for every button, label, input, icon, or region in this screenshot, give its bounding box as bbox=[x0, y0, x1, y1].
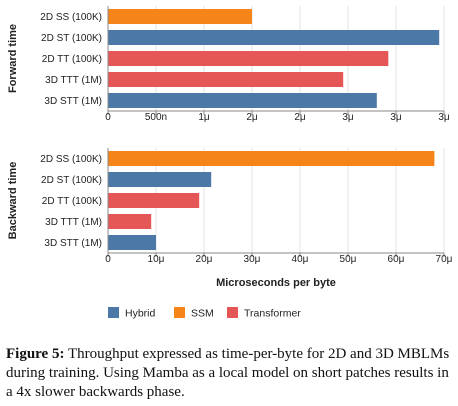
category-label: 2D ST (100K) bbox=[41, 33, 102, 44]
legend-label: Transformer bbox=[244, 308, 301, 320]
x-tick-label: 40μ bbox=[292, 254, 309, 265]
bar bbox=[108, 72, 344, 87]
bar bbox=[108, 51, 389, 66]
x-tick-label: 3μ bbox=[342, 112, 354, 123]
bar bbox=[108, 93, 377, 108]
category-label: 2D TT (100K) bbox=[42, 196, 102, 207]
legend-label: Hybrid bbox=[125, 308, 156, 320]
category-label: 3D STT (1M) bbox=[44, 238, 102, 249]
bar bbox=[108, 214, 152, 229]
legend-swatch bbox=[174, 307, 185, 318]
category-label: 3D TTT (1M) bbox=[45, 75, 102, 86]
figure-caption: Figure 5: Throughput expressed as time-p… bbox=[6, 345, 452, 402]
x-tick-label: 30μ bbox=[244, 254, 261, 265]
y-axis-title: Backward time bbox=[7, 162, 19, 240]
legend-label: SSM bbox=[191, 308, 214, 320]
x-tick-label: 60μ bbox=[388, 254, 405, 265]
bar bbox=[108, 172, 212, 187]
category-label: 3D STT (1M) bbox=[44, 96, 102, 107]
throughput-figure: 0 500n 1μ 2μ 2μ 3μ 3μ 3μ 2D SS (100K) 2D ST (100K… bbox=[7, 6, 453, 320]
caption-text: Throughput expressed as time-per-byte fo… bbox=[6, 346, 450, 400]
x-tick-label: 3μ bbox=[438, 112, 450, 123]
bar bbox=[108, 151, 435, 166]
x-tick-label: 70μ bbox=[436, 254, 453, 265]
category-label: 3D TTT (1M) bbox=[45, 217, 102, 228]
x-tick-label: 1μ bbox=[198, 112, 210, 123]
caption-label: Figure 5: bbox=[6, 346, 65, 362]
x-tick-label: 0 bbox=[105, 254, 111, 265]
x-tick-label: 50μ bbox=[340, 254, 357, 265]
x-tick-label: 2μ bbox=[294, 112, 306, 123]
chart-legend: Hybrid SSM Transformer bbox=[108, 307, 301, 320]
x-axis-title: Microseconds per byte bbox=[216, 277, 336, 289]
category-label: 2D ST (100K) bbox=[41, 175, 102, 186]
x-tick-label: 500n bbox=[145, 112, 167, 123]
backward-time-panel: 0 10μ 20μ 30μ 40μ 50μ 60μ 70μ 2D SS (100K) 2D ST … bbox=[7, 148, 453, 289]
bar bbox=[108, 30, 440, 45]
x-tick-label: 3μ bbox=[390, 112, 402, 123]
category-label: 2D SS (100K) bbox=[40, 12, 102, 23]
x-tick-label: 0 bbox=[105, 112, 111, 123]
category-label: 2D TT (100K) bbox=[42, 54, 102, 65]
legend-swatch bbox=[227, 307, 238, 318]
bar bbox=[108, 235, 156, 250]
y-axis-title: Forward time bbox=[7, 24, 19, 93]
bar bbox=[108, 9, 252, 24]
bar bbox=[108, 193, 200, 208]
x-tick-label: 2μ bbox=[246, 112, 258, 123]
forward-time-panel: 0 500n 1μ 2μ 2μ 3μ 3μ 3μ 2D SS (100K) 2D ST (100K… bbox=[7, 6, 450, 123]
legend-swatch bbox=[108, 307, 119, 318]
x-tick-label: 20μ bbox=[196, 254, 213, 265]
category-label: 2D SS (100K) bbox=[40, 154, 102, 165]
x-tick-label: 10μ bbox=[148, 254, 165, 265]
